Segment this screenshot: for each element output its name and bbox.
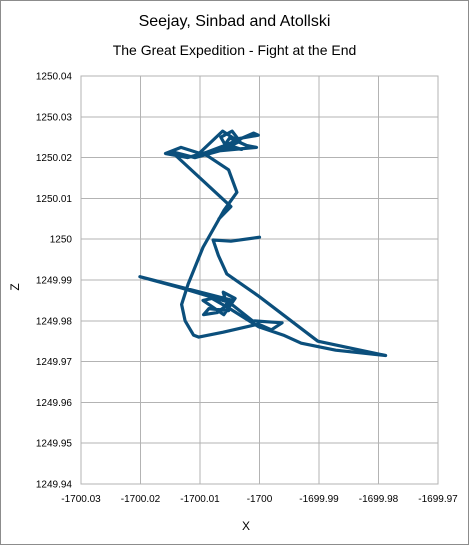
x-tick-label: -1700	[247, 494, 273, 505]
y-tick-label: 1250.04	[36, 72, 73, 83]
y-tick-label: 1250.02	[36, 153, 73, 164]
x-tick-label: -1700.01	[180, 494, 220, 505]
x-tick-label: -1699.99	[299, 494, 339, 505]
x-axis-label: X	[242, 519, 250, 533]
y-tick-label: 1250	[50, 235, 73, 246]
x-tick-label: -1699.98	[359, 494, 399, 505]
tick-labels: -1700.03 -1700.02 -1700.01 -1700 -1699.99 -16…	[36, 72, 458, 506]
y-axis-label: Z	[8, 283, 22, 290]
chart-title: Seejay, Sinbad and Atollski	[139, 13, 331, 30]
y-tick-label: 1250.01	[36, 194, 73, 205]
series-layer	[138, 129, 388, 358]
gridlines	[80, 75, 439, 485]
chart-subtitle: The Great Expedition - Fight at the End	[113, 42, 357, 58]
y-tick-label: 1249.94	[36, 480, 73, 491]
y-tick-label: 1249.96	[36, 398, 73, 409]
x-tick-label: -1699.97	[418, 494, 458, 505]
x-tick-label: -1700.03	[61, 494, 101, 505]
y-tick-label: 1249.97	[36, 357, 73, 368]
x-tick-label: -1700.02	[121, 494, 161, 505]
y-tick-label: 1249.99	[36, 276, 73, 287]
y-tick-label: 1249.98	[36, 316, 73, 327]
y-tick-label: 1250.03	[36, 112, 73, 123]
trajectory-line	[138, 129, 388, 358]
plot-area	[80, 75, 439, 485]
y-tick-label: 1249.95	[36, 439, 73, 450]
